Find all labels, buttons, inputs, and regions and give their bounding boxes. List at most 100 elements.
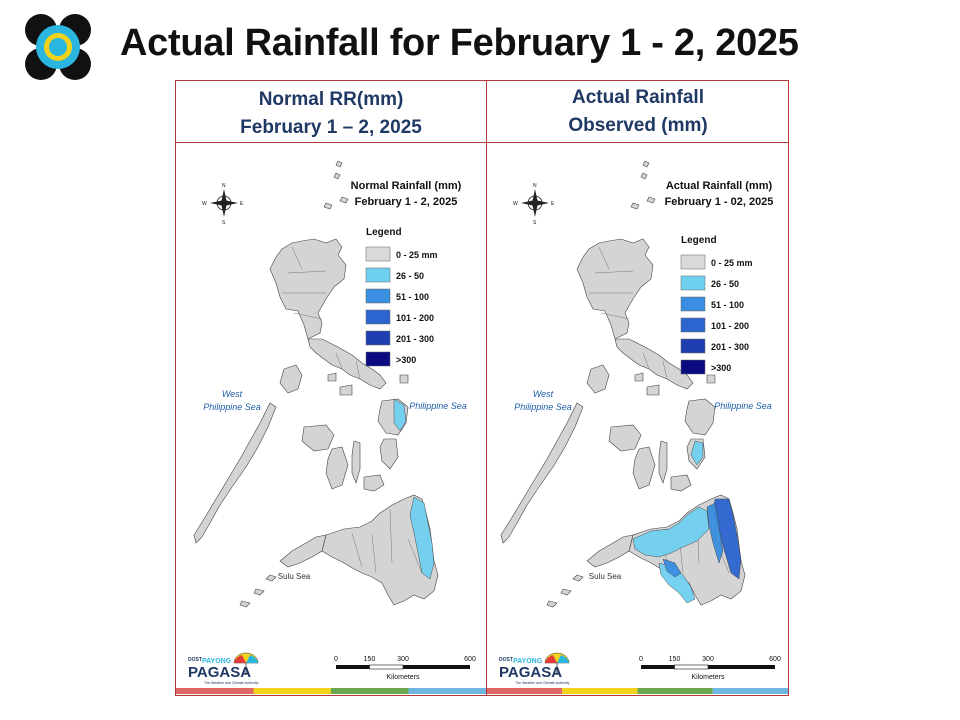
southern-luzon [614,338,694,390]
babuyan-island [323,202,333,210]
masbate [339,384,353,396]
west-sea-label-line1: West [533,389,554,399]
compass-e-label: E [240,201,244,207]
compass-needle-ew [210,200,238,206]
bohol [363,474,385,492]
compass-e-label: E [551,201,555,207]
pagasa-logo-icon [24,14,92,80]
umbrella-panel [234,655,246,663]
compass-n-label: N [533,183,537,189]
brand-stripe [637,688,713,694]
palawan [500,402,584,544]
brand-agency: PAGASA [188,664,251,681]
province-boundary [407,538,423,574]
legend-label: 51 - 100 [711,300,744,310]
batanes-island [335,160,343,168]
scale-bar-segment [708,665,775,669]
mindoro [279,364,303,394]
scale-tick-label: 150 [669,656,681,663]
rainfall-zone [632,506,710,558]
brand-stripe [712,688,788,694]
actual-header-line1: Actual Rainfall [572,87,704,108]
legend-swatch [680,317,706,333]
legend-swatch [680,338,706,354]
scale-tick-label: 300 [397,656,409,663]
brand-dost: DOST [499,657,513,663]
umbrella-panel [545,655,557,663]
catanduanes [706,374,716,384]
batanes-island [333,172,341,180]
brand-dost: DOST [188,657,202,663]
leyte [379,438,399,470]
west-sea-label-line2: Philippine Sea [203,402,261,412]
legend-label: 0 - 25 mm [396,250,438,260]
map-title-line2: February 1 - 02, 2025 [665,196,774,208]
legend-swatch [680,359,706,375]
legend-swatch [365,309,391,325]
sulu-island [253,588,265,596]
scale-tick-label: 0 [639,656,643,663]
normal-panel-header: Normal RR(mm) February 1 – 2, 2025 [176,86,486,142]
rainfall-zone [409,496,435,580]
umbrella-panel [246,655,258,663]
zamboanga [279,534,327,568]
compass-w-label: W [513,201,518,207]
legend-label: 201 - 300 [396,334,434,344]
palawan [193,402,277,544]
scale-bar-segment [369,664,404,670]
province-boundary [287,270,327,274]
babuyan-island [630,202,640,210]
scale-bar-segment [403,665,470,669]
scale-bar-segment [674,664,709,670]
province-boundary [351,532,363,568]
scale-tick-label: 600 [464,656,476,663]
luzon [269,238,347,340]
compass-w-label: W [202,201,207,207]
brand-payong: PAYONG [202,658,232,665]
scale-unit-label: Kilometers [691,674,725,681]
actual-header-line2: Observed (mm) [568,115,708,136]
brand-tagline: The Weather and Climate Authority [515,681,570,685]
normal-header-line1: Normal RR(mm) [258,89,404,110]
legend-label: 101 - 200 [396,313,434,323]
compass-s-label: S [533,220,537,226]
brand-tagline: The Weather and Climate Authority [204,681,259,685]
legend-swatch [365,351,391,367]
scale-tick-label: 300 [702,656,714,663]
legend-swatch [680,254,706,270]
compass-s-label: S [222,220,226,226]
negros [325,446,349,490]
comparison-frame [175,80,789,696]
normal-rainfall-map: N S E W Normal Rainfall (mm) February 1 - 2, … [176,160,486,694]
sulu-sea-label: Sulu Sea [278,572,311,581]
legend-swatch [680,296,706,312]
panel-divider [486,80,487,696]
east-sea-label: Philippine Sea [409,401,467,411]
scale-tick-label: 600 [769,656,781,663]
actual-panel-header: Actual Rainfall Observed (mm) [487,84,789,140]
compass-needle-ew [521,200,549,206]
scale-unit-label: Kilometers [386,674,420,681]
brand-stripe [176,688,254,694]
province-boundary [389,508,393,564]
babuyan-island [339,196,349,204]
zamboanga [586,534,634,568]
actual-rainfall-map: N S E W Actual Rainfall (mm) February 1 - 02,… [487,160,788,694]
map-title-line1: Normal Rainfall (mm) [351,180,462,192]
sulu-island [265,574,277,582]
batanes-island [642,160,650,168]
east-sea-label: Philippine Sea [714,401,772,411]
scale-bar-segment [641,665,675,669]
samar [684,398,716,436]
rainfall-zone [393,398,407,432]
west-sea-label-line2: Philippine Sea [514,402,572,412]
sulu-island [546,600,558,608]
province-boundary [335,352,343,370]
province-boundary [371,534,377,574]
brand-payong: PAYONG [513,658,543,665]
brand-stripe [562,688,638,694]
province-boundary [600,312,630,320]
southern-luzon [307,338,387,390]
